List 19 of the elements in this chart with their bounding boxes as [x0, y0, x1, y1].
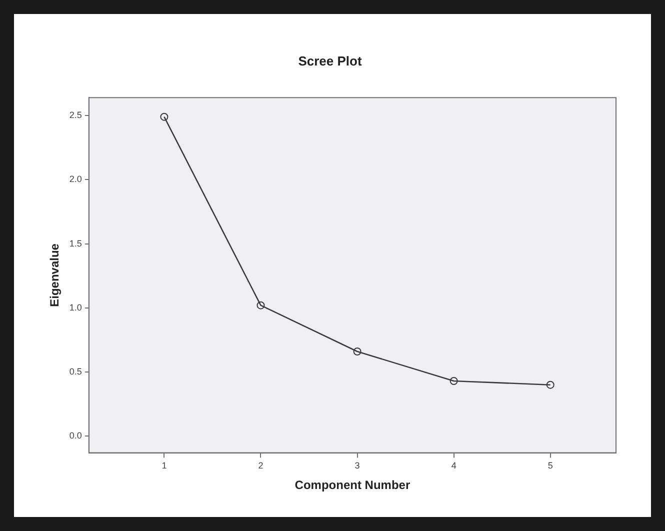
y-tick-label: 2.5 — [69, 110, 82, 120]
y-tick-label: 2.0 — [69, 174, 82, 184]
y-tick-label: 1.5 — [69, 238, 82, 248]
chart-title: Scree Plot — [298, 53, 362, 68]
y-axis-title: Eigenvalue — [48, 243, 62, 307]
point — [450, 376, 458, 385]
x-tick-label: 3 — [354, 460, 360, 471]
x-tick-label: 4 — [451, 460, 456, 471]
y-tick-label: 1.0 — [69, 302, 82, 312]
y-tick-label: 0.5 — [69, 366, 82, 376]
x-axis-title: Component Number — [294, 478, 410, 492]
y-tick-label: 0.0 — [69, 430, 82, 441]
x-tick-label: 1 — [162, 460, 167, 471]
point — [256, 301, 265, 310]
point — [546, 380, 554, 389]
point — [160, 112, 168, 121]
point — [353, 348, 362, 356]
x-tick-label: 5 — [548, 460, 553, 471]
x-tick-label: 2 — [258, 460, 264, 471]
